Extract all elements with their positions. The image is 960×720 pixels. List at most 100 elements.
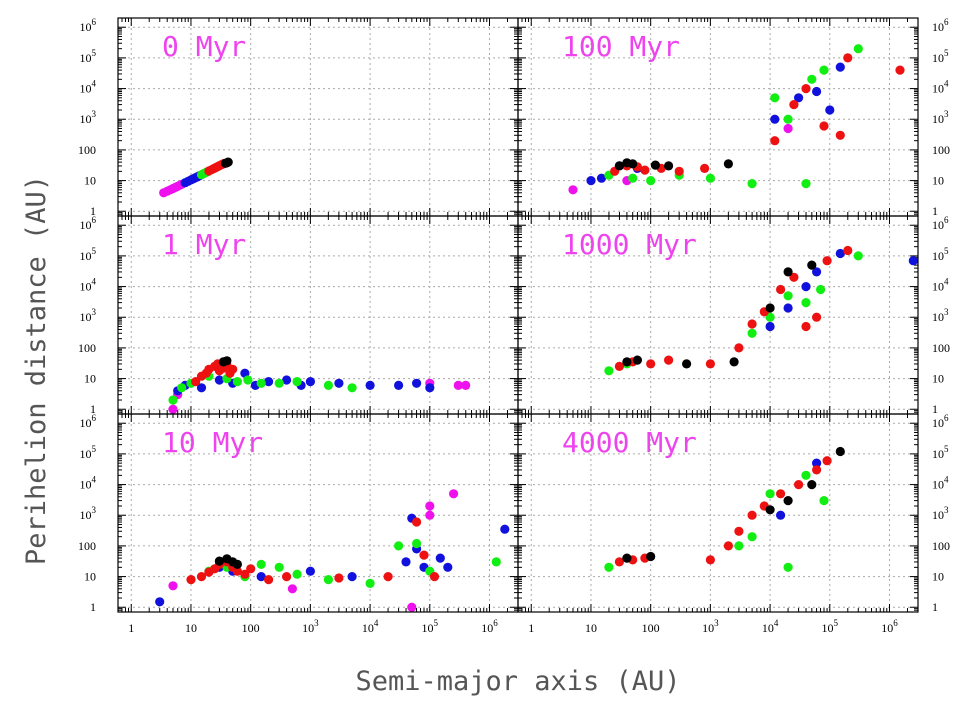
data-point	[365, 578, 375, 589]
data-point	[765, 312, 775, 322]
data-point	[256, 378, 266, 388]
data-point	[282, 572, 292, 582]
y-tick-label: 10	[932, 570, 944, 584]
data-point	[723, 541, 734, 551]
y-tick-label: 1	[90, 204, 96, 218]
panel-title: 1000 Myr	[562, 228, 697, 261]
panel-title: 4000 Myr	[562, 426, 697, 459]
data-point	[614, 557, 625, 567]
data-point	[622, 357, 632, 367]
y-tick-label: 106	[80, 17, 97, 34]
y-tick-label: 104	[932, 79, 949, 96]
y-tick-label: 10	[84, 372, 96, 386]
data-point	[770, 93, 780, 103]
data-point	[214, 375, 224, 385]
data-point	[789, 272, 799, 282]
y-tick-label: 104	[932, 475, 949, 492]
data-point	[232, 377, 242, 387]
data-point	[816, 284, 826, 295]
data-point	[705, 359, 716, 369]
data-point	[412, 538, 422, 549]
data-point	[674, 166, 684, 176]
data-point	[425, 501, 435, 511]
data-point	[822, 456, 832, 466]
data-point	[801, 298, 811, 308]
data-point	[801, 321, 811, 332]
data-point	[407, 602, 417, 612]
y-tick-label: 106	[80, 413, 97, 430]
data-point	[794, 480, 804, 490]
data-point	[274, 562, 284, 572]
data-point	[783, 562, 793, 572]
x-tick-label: 10	[585, 621, 597, 635]
data-point	[264, 377, 274, 387]
data-point	[412, 378, 422, 388]
data-point	[282, 375, 292, 385]
data-point	[729, 357, 739, 367]
x-tick-label: 105	[822, 618, 839, 635]
data-point	[747, 510, 757, 520]
data-point	[222, 356, 232, 366]
data-point	[596, 173, 607, 183]
data-point	[812, 312, 822, 322]
data-point	[214, 556, 224, 566]
y-tick-label: 100	[932, 143, 950, 157]
y-tick-label: 104	[932, 277, 949, 294]
y-tick-label: 104	[80, 475, 97, 492]
data-point	[323, 575, 333, 585]
data-point	[789, 100, 799, 110]
data-point	[292, 377, 302, 387]
data-point	[801, 470, 811, 480]
data-point	[461, 380, 471, 390]
data-point	[256, 572, 266, 582]
x-tick-label: 1	[528, 621, 534, 635]
x-tick-label: 1	[128, 621, 134, 635]
panel-2: 10 Myr 1 10 100 103 104 105 106 1 10 100 103 104 105 1…	[78, 413, 519, 635]
y-tick-label: 10	[84, 174, 96, 188]
data-point	[287, 584, 297, 594]
data-point	[819, 121, 829, 131]
y-axis-label: Perihelion distance (AU)	[21, 175, 52, 565]
x-tick-label: 104	[362, 618, 379, 635]
y-tick-label: 106	[80, 215, 97, 232]
data-point	[186, 575, 196, 585]
data-point	[765, 321, 775, 332]
data-point	[783, 114, 793, 124]
data-point	[835, 130, 845, 140]
y-tick-label: 1	[90, 402, 96, 416]
data-point	[682, 359, 692, 369]
data-point	[650, 160, 661, 170]
x-tick-label: 105	[422, 618, 439, 635]
data-point	[812, 86, 822, 97]
x-tick-label: 10	[185, 621, 197, 635]
y-tick-label: 105	[80, 444, 97, 461]
data-point	[705, 555, 716, 565]
data-point	[365, 380, 375, 390]
data-point	[568, 185, 578, 195]
data-point	[843, 245, 853, 256]
series-red	[614, 456, 832, 567]
data-point	[240, 569, 250, 579]
data-point	[435, 553, 445, 563]
data-point	[801, 179, 811, 189]
y-tick-label: 106	[932, 413, 949, 430]
y-tick-label: 103	[80, 307, 97, 324]
data-point	[776, 489, 786, 499]
data-point	[196, 572, 207, 582]
data-point	[614, 361, 625, 371]
y-tick-label: 103	[80, 505, 97, 522]
data-point	[401, 557, 411, 567]
series-magenta	[568, 123, 793, 195]
data-point	[604, 562, 614, 572]
y-tick-label: 1	[932, 402, 938, 416]
data-point	[604, 366, 614, 376]
y-tick-label: 104	[80, 79, 97, 96]
data-point	[747, 179, 757, 189]
series-green	[168, 371, 357, 405]
series-blue	[155, 513, 510, 607]
data-point	[449, 489, 459, 499]
series-magenta	[159, 179, 187, 198]
data-point	[334, 378, 344, 388]
series-green	[604, 470, 829, 572]
